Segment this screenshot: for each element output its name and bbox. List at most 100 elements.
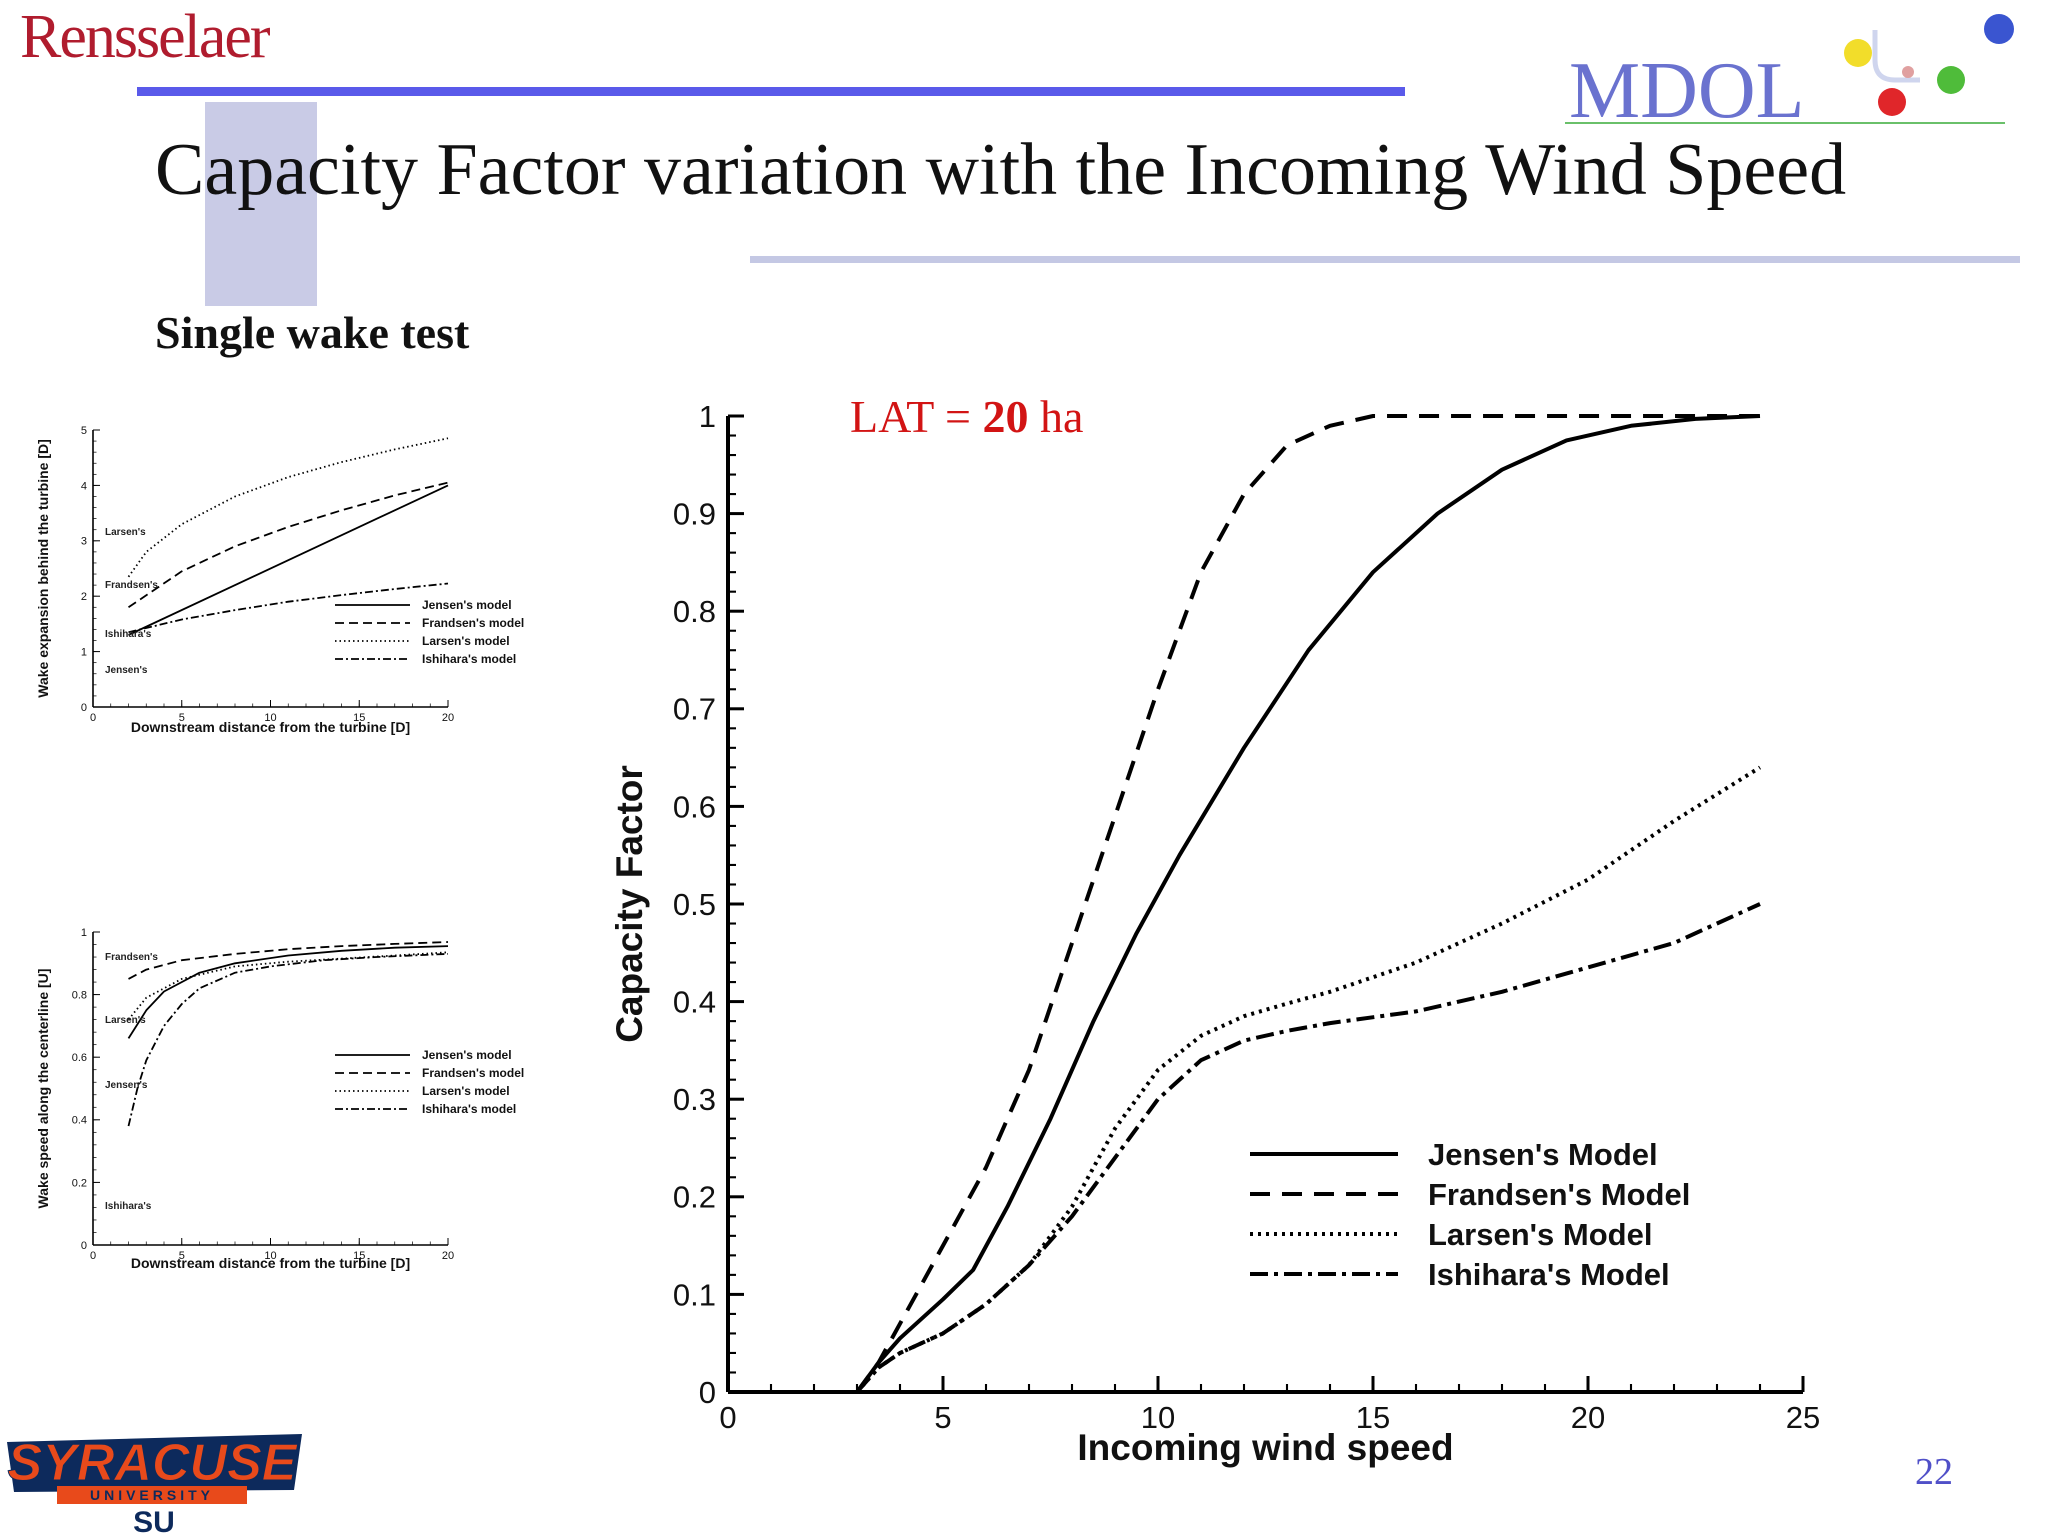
- y-tick-label: 1: [699, 399, 716, 434]
- lat-annotation-prefix: LAT =: [850, 391, 982, 442]
- x-tick-label: 10: [1141, 1400, 1175, 1435]
- y-tick-label: 0.2: [673, 1180, 716, 1215]
- y-tick-label: 0.2: [72, 1177, 87, 1189]
- y-axis-label: Wake speed along the centerline [U]: [35, 969, 51, 1209]
- mdol-logo-blue-dot: [1984, 14, 2014, 44]
- syracuse-logo-banner: [7, 1434, 302, 1492]
- curve-annotation: Jensen's: [105, 665, 148, 676]
- y-axis-label: Capacity Factor: [609, 765, 650, 1043]
- series-line-dotted: [855, 765, 1762, 1394]
- legend-label: Larsen's model: [422, 634, 510, 648]
- x-tick-label: 15: [1356, 1400, 1390, 1435]
- legend-label: Jensen's Model: [1428, 1137, 1658, 1172]
- x-tick-label: 5: [934, 1400, 951, 1435]
- mdol-logo-red-dot: [1878, 88, 1906, 116]
- series-line-dashed: [855, 414, 1760, 1394]
- series-line-dashdot: [855, 902, 1761, 1394]
- x-tick-label: 15: [353, 1250, 365, 1262]
- legend-label: Frandsen's Model: [1428, 1177, 1690, 1212]
- x-tick-label: 0: [90, 1250, 96, 1262]
- mdol-logo-graph: [1872, 30, 1920, 83]
- y-tick-label: 1: [81, 646, 87, 658]
- y-tick-label: 0.6: [673, 789, 716, 824]
- y-tick-label: 0.7: [673, 692, 716, 727]
- series-line-solid: [128, 484, 449, 636]
- x-tick-label: 20: [1571, 1400, 1605, 1435]
- curve-annotation: Frandsen's: [105, 952, 158, 963]
- slide-subtitle: Single wake test: [155, 307, 470, 358]
- syracuse-logo-monogram: SU: [133, 1506, 175, 1536]
- y-tick-label: 0.3: [673, 1082, 716, 1117]
- y-tick-label: 0: [81, 1240, 87, 1252]
- series-line-dashdot: [127, 953, 449, 1127]
- page-number: 22: [1915, 1451, 1953, 1493]
- syracuse-logo: SYRACUSE UNIVERSITY SU: [7, 1434, 302, 1536]
- x-tick-label: 25: [1786, 1400, 1820, 1435]
- legend-label: Frandsen's model: [422, 616, 524, 630]
- curve-annotation: Frandsen's: [105, 580, 158, 591]
- legend-label: Ishihara's Model: [1428, 1257, 1670, 1292]
- mdol-logo-text: MDOL: [1569, 47, 1805, 130]
- rensselaer-logo: Rensselaer: [20, 3, 271, 71]
- y-tick-label: 0.1: [673, 1277, 716, 1312]
- capacity-factor-chart: 0 5 10 15 20 25 0 0.1 0.2 0.3 0.4 0.5 0.6 0.7 0.8 0.9 1 I…: [609, 391, 1820, 1468]
- mdol-logo-yellow-dot: [1844, 39, 1872, 67]
- curve-annotation: Ishihara's: [105, 1201, 152, 1212]
- x-axis-label: Downstream distance from the turbine [D]: [131, 719, 410, 735]
- series-line-solid: [127, 945, 449, 1039]
- legend-label: Ishihara's model: [422, 1102, 516, 1116]
- series-line-dashdot: [128, 582, 449, 634]
- y-axis-label: Wake expansion behind the turbine [D]: [35, 439, 51, 698]
- series-line-solid: [855, 414, 1761, 1394]
- x-tick-label: 10: [264, 1250, 276, 1262]
- mdol-logo: MDOL: [1565, 14, 2014, 130]
- y-tick-label: 4: [81, 480, 87, 492]
- y-tick-label: 5: [81, 425, 87, 437]
- legend-label: Larsen's model: [422, 1084, 510, 1098]
- y-tick-label: 0.6: [72, 1052, 87, 1064]
- lat-annotation: LAT = 20 ha: [850, 391, 1083, 442]
- curve-annotation: Larsen's: [105, 527, 146, 538]
- y-tick-label: 1: [81, 927, 87, 939]
- mdol-logo-green-dot: [1937, 66, 1965, 94]
- y-tick-label: 0: [699, 1375, 716, 1410]
- legend-label: Frandsen's model: [422, 1066, 524, 1080]
- y-tick-label: 0: [81, 702, 87, 714]
- x-tick-label: 20: [442, 712, 454, 724]
- x-axis-label: Downstream distance from the turbine [D]: [131, 1255, 410, 1271]
- series-line-dotted: [127, 951, 449, 1021]
- slide-title: Capacity Factor variation with the Incom…: [155, 129, 1847, 211]
- legend-label: Jensen's model: [422, 598, 512, 612]
- title-rule: [750, 256, 2020, 263]
- legend-label: Larsen's Model: [1428, 1217, 1652, 1252]
- x-tick-label: 20: [442, 1250, 454, 1262]
- series-line-dotted: [127, 437, 449, 578]
- accent-square: [205, 102, 317, 306]
- x-tick-label: 0: [90, 712, 96, 724]
- curve-annotation: Jensen's: [105, 1080, 148, 1091]
- y-tick-label: 0.8: [673, 594, 716, 629]
- y-tick-label: 0.8: [72, 989, 87, 1001]
- y-tick-label: 0.4: [72, 1115, 87, 1127]
- wake-speed-chart: 0 5 10 15 20 0 0.2 0.4 0.6 0.8 1 Downstream distanc…: [35, 927, 524, 1271]
- syracuse-logo-subtext: UNIVERSITY: [90, 1487, 214, 1503]
- syracuse-logo-ribbon: [57, 1486, 247, 1504]
- x-tick-label: 10: [264, 712, 276, 724]
- curve-annotation: Larsen's: [105, 1015, 146, 1026]
- lat-annotation-value: 20: [982, 391, 1028, 442]
- x-tick-label: 15: [353, 712, 365, 724]
- series-line-dashed: [127, 481, 449, 609]
- x-axis-label: Incoming wind speed: [1077, 1427, 1453, 1468]
- y-tick-label: 0.4: [673, 984, 716, 1019]
- header-rule: [137, 87, 1405, 96]
- curve-annotation: Ishihara's: [105, 629, 152, 640]
- mdol-logo-pink-dot: [1902, 66, 1914, 78]
- x-tick-label: 5: [179, 1250, 185, 1262]
- y-tick-label: 3: [81, 536, 87, 548]
- y-tick-label: 2: [81, 591, 87, 603]
- x-tick-label: 5: [179, 712, 185, 724]
- x-tick-label: 0: [719, 1400, 736, 1435]
- y-tick-label: 0.5: [673, 887, 716, 922]
- lat-annotation-suffix: ha: [1028, 391, 1083, 442]
